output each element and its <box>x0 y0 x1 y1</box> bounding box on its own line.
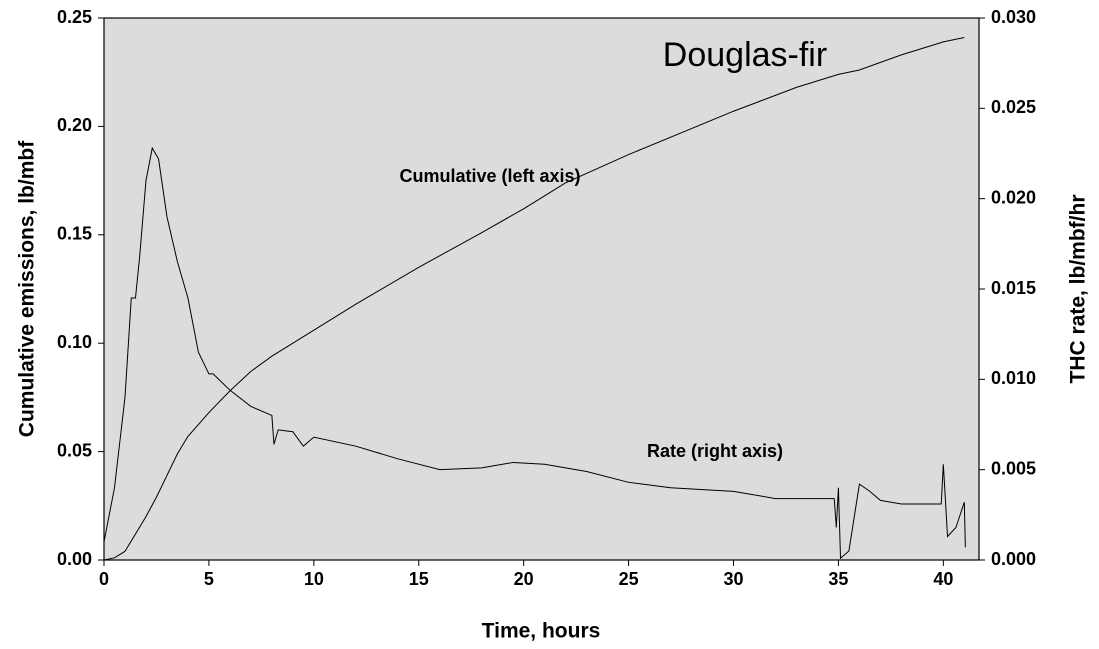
plot-area <box>103 17 980 561</box>
y2-tick-label: 0.010 <box>991 368 1036 388</box>
y-tick-label: 0.10 <box>57 332 92 352</box>
x-tick-label: 5 <box>204 569 214 589</box>
y-tick-label: 0.05 <box>57 440 92 460</box>
x-tick-label: 35 <box>828 569 848 589</box>
y2-tick-label: 0.020 <box>991 187 1036 207</box>
y-tick-label: 0.20 <box>57 115 92 135</box>
chart-title: Douglas-fir <box>663 36 827 74</box>
series-label: Rate (right axis) <box>647 441 783 461</box>
series-line <box>103 146 966 560</box>
y2-tick-label: 0.015 <box>991 278 1036 298</box>
y2-tick-label: 0.000 <box>991 549 1036 569</box>
series-label: Cumulative (left axis) <box>399 166 580 186</box>
y-tick-label: 0.00 <box>57 549 92 569</box>
x-tick-label: 25 <box>619 569 639 589</box>
x-tick-label: 10 <box>304 569 324 589</box>
y-tick-label: 0.15 <box>57 224 92 244</box>
y-axis-label: Cumulative emissions, lb/mbf <box>16 140 39 437</box>
x-tick-label: 15 <box>409 569 429 589</box>
series-line <box>103 37 965 561</box>
x-tick-label: 0 <box>99 569 109 589</box>
y2-tick-label: 0.030 <box>991 7 1036 27</box>
y2-tick-label: 0.025 <box>991 97 1036 117</box>
y2-axis-label: THC rate, lb/mbf/hr <box>1067 194 1090 383</box>
x-tick-label: 40 <box>933 569 953 589</box>
x-tick-label: 30 <box>723 569 743 589</box>
x-tick-label: 20 <box>514 569 534 589</box>
x-axis-label: Time, hours <box>482 620 601 643</box>
y2-tick-label: 0.005 <box>991 458 1036 478</box>
y-tick-label: 0.25 <box>57 7 92 27</box>
